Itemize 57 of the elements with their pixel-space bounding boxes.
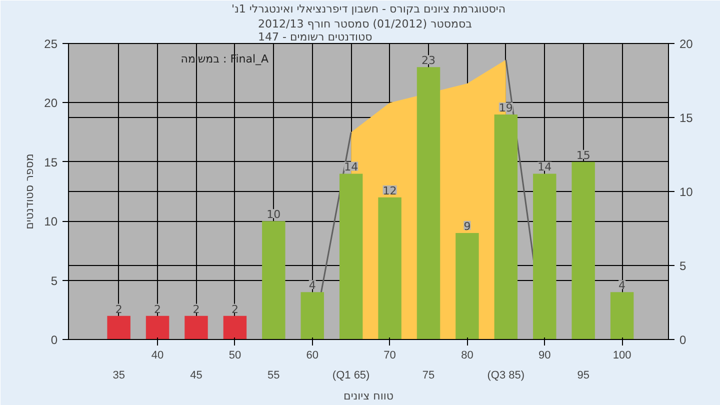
bar: [416, 67, 440, 340]
data-label: 23: [422, 54, 436, 68]
bar: [533, 174, 556, 340]
x-tick-label: 35: [112, 370, 125, 382]
data-label: 19: [498, 102, 513, 115]
x-tick-label: 100: [612, 350, 632, 362]
y-tick-label: 5: [50, 274, 58, 288]
data-label: 15: [576, 148, 590, 162]
y-tick-label: 25: [44, 37, 58, 51]
bar: [184, 316, 208, 340]
y2-tick-label: 10: [680, 185, 694, 199]
x-tick-label: 75: [422, 370, 435, 382]
x-tick-label: 60: [306, 350, 319, 362]
x-tick-label: (Q1 65): [332, 370, 370, 382]
x-tick-label: 50: [228, 350, 242, 362]
x-tick-label: 55: [268, 370, 280, 382]
data-label: 9: [464, 220, 471, 233]
data-label: 4: [308, 279, 316, 292]
bar: [262, 221, 286, 340]
data-label: 14: [344, 160, 358, 174]
x-tick-label: 45: [190, 370, 202, 382]
bar: [494, 114, 518, 340]
x-tick-label: 90: [538, 350, 551, 362]
y-tick-label: 15: [44, 155, 58, 170]
x-tick-label: 70: [384, 350, 396, 362]
y-tick-label: 10: [44, 214, 58, 229]
y2-tick-label: 0: [680, 333, 686, 347]
data-label: 2: [115, 302, 122, 316]
bar: [456, 232, 479, 340]
y-tick-label: 0: [50, 333, 58, 347]
bar: [223, 316, 247, 340]
bar: [300, 292, 324, 340]
x-tick-label: 40: [151, 350, 164, 362]
data-label: 12: [382, 184, 397, 198]
bar: [572, 162, 595, 340]
bar: [378, 197, 402, 340]
bar: [107, 316, 130, 340]
y-tick-label: 20: [44, 96, 58, 110]
y2-tick-label: 5: [680, 259, 686, 273]
bar: [146, 316, 170, 340]
data-label: 2: [192, 302, 200, 316]
bar: [610, 292, 634, 340]
y2-tick-label: 15: [680, 111, 694, 125]
x-axis-title: טווח ציונים: [344, 390, 394, 402]
x-tick-label: 80: [461, 350, 474, 362]
y2-tick-label: 20: [680, 37, 694, 51]
data-label: 14: [538, 160, 552, 174]
data-label: 4: [618, 279, 626, 292]
y-axis-title: מספר סטודנטים: [23, 154, 36, 230]
chart-title: 'היסטוגרמת ציונים בקורס - חשבון דיפרנציאלי ואינטגרלי 1נ: [231, 2, 506, 16]
data-label: 10: [266, 208, 281, 222]
data-label: 2: [154, 302, 162, 316]
bar: [339, 174, 363, 340]
x-tick-label: (Q3 85): [487, 370, 525, 382]
x-tick-label: 95: [577, 370, 590, 382]
chart-subtitle: בסמסטר (01/2012) סמסטר חורף 2012/13 סטודנטים רשומים - 147: [258, 18, 472, 44]
data-label: 2: [231, 302, 238, 316]
